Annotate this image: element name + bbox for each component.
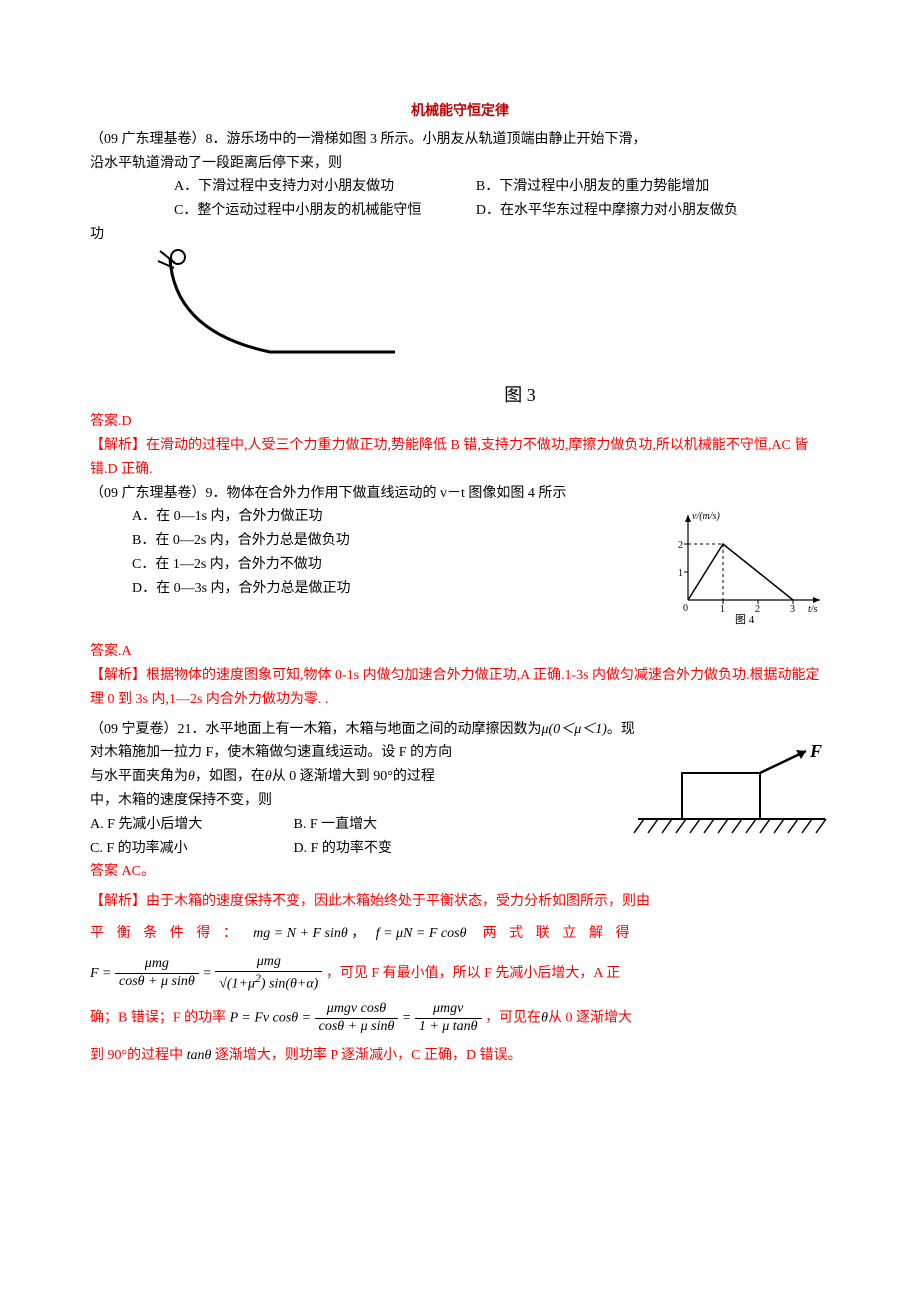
q3-figure: F <box>630 741 830 860</box>
q3-ana-p5c: 逐渐增大，则功率 P 逐渐减小，C 正确，D 错误。 <box>215 1048 522 1063</box>
q3-eqP-frac1: μmgv cosθ cosθ + μ sinθ <box>315 1001 399 1036</box>
q1-source: （09 广东理基卷） <box>90 132 206 147</box>
q3-eqP-lhs: P = Fv cosθ = <box>230 1010 312 1025</box>
q3-eqP-den1: cosθ + μ sinθ <box>315 1019 399 1036</box>
q3-theta3: θ <box>541 1010 548 1025</box>
q3-eq-P-line: 确；B 错误；F 的功率 P = Fv cosθ = μmgv cosθ cos… <box>90 1001 830 1036</box>
q1-analysis-label: 【解析】 <box>90 438 146 453</box>
q1-analysis: 【解析】在滑动的过程中,人受三个力重力做正功,势能降低 B 错,支持力不做功,摩… <box>90 434 830 482</box>
q2-analysis-label: 【解析】 <box>90 668 146 683</box>
svg-text:0: 0 <box>683 603 688 614</box>
q3-stem-l3a: 与水平面夹角为 <box>90 769 188 784</box>
q2-body: 0 1 2 3 t/s 1 2 v/(m/s) 图 4 A．在 0—1s 内，合… <box>90 505 830 634</box>
q3-theta1: θ <box>188 769 195 784</box>
q3-ana-p4a: 确；B 错误；F 的功率 <box>90 1010 226 1025</box>
q2-stem: （09 广东理基卷）9．物体在合外力作用下做直线运动的 v－t 图像如图 4 所… <box>90 482 830 506</box>
vt-chart: 0 1 2 3 t/s 1 2 v/(m/s) 图 4 <box>660 505 830 625</box>
q3-eqP-num1: μmgv cosθ <box>315 1001 399 1019</box>
q1-optA: A．下滑过程中支持力对小朋友做功 <box>132 175 472 199</box>
q3-answer: 答案 AC。 <box>90 860 830 884</box>
q2-source: （09 广东理基卷） <box>90 486 206 501</box>
q3-theta2: θ <box>265 769 272 784</box>
q1-figure: 图 3 <box>150 247 830 410</box>
q3-stem-l3b: ，如图，在 <box>195 769 265 784</box>
box-force-diagram: F <box>630 741 830 851</box>
svg-text:3: 3 <box>790 604 795 615</box>
svg-text:v/(m/s): v/(m/s) <box>692 511 720 522</box>
q3-eqP-mid: = <box>402 1010 411 1025</box>
q1-optD: D．在水平华东过程中摩擦力对小朋友做负 <box>476 203 738 218</box>
q3-ana-p4b: ，可见在 <box>485 1010 541 1025</box>
q1-options-row2: C．整个运动过程中小朋友的机械能守恒 D．在水平华东过程中摩擦力对小朋友做负 <box>90 199 830 223</box>
q2-figure: 0 1 2 3 t/s 1 2 v/(m/s) 图 4 <box>660 505 830 634</box>
q3-source: （09 宁夏卷） <box>90 722 178 737</box>
svg-text:2: 2 <box>678 540 683 551</box>
q1-stem-text1: 游乐场中的一滑梯如图 3 所示。小朋友从轨道顶端由静止开始下滑， <box>227 132 647 147</box>
q3-optA: A. F 先减小后增大 <box>90 813 290 837</box>
q3-body: F 对木箱施加一拉力 F，使木箱做匀速直线运动。设 F 的方向 与水平面夹角为θ… <box>90 741 830 860</box>
q1-fig-caption: 图 3 <box>210 380 830 411</box>
q3-eqF-num1: μmg <box>115 956 199 974</box>
q3-eqF-den2: √(1+μ2) sin(θ+α) <box>215 972 322 993</box>
q1-stem-line2: 沿水平轨道滑动了一段距离后停下来，则 <box>90 152 830 176</box>
q3-number: 21． <box>178 722 206 737</box>
svg-text:1: 1 <box>678 568 683 579</box>
q1-optB: B．下滑过程中小朋友的重力势能增加 <box>476 179 709 194</box>
q3-ana-p5: 到 90°的过程中 tanθ 逐渐增大，则功率 P 逐渐减小，C 正确，D 错误… <box>90 1044 830 1068</box>
q3-eqF-frac1: μmg cosθ + μ sinθ <box>115 956 199 991</box>
q2-stem-text: 物体在合外力作用下做直线运动的 v－t 图像如图 4 所示 <box>227 486 567 501</box>
q2-number: 9． <box>206 486 227 501</box>
q3-ana-p4c: 从 0 逐渐增大 <box>548 1010 632 1025</box>
q3-ana-p2b: 两式联立解得 <box>483 926 643 941</box>
q1-answer: 答案.D <box>90 410 830 434</box>
svg-text:F: F <box>809 741 822 761</box>
svg-text:1: 1 <box>720 604 725 615</box>
q1-options-row1: A．下滑过程中支持力对小朋友做功 B．下滑过程中小朋友的重力势能增加 <box>90 175 830 199</box>
q3-stem-b: 。现 <box>607 722 635 737</box>
q3-tan-theta: tanθ <box>187 1048 212 1063</box>
q1-optC: C．整个运动过程中小朋友的机械能守恒 <box>132 199 472 223</box>
q3-eq1b: f = μN = F cosθ <box>376 926 467 941</box>
q3-eqF-num2: μmg <box>215 954 322 972</box>
q3-optB: B. F 一直增大 <box>294 817 378 832</box>
q1-number: 8． <box>206 132 227 147</box>
q2-answer: 答案.A <box>90 640 830 664</box>
q3-mu-range: μ(0＜μ＜1) <box>542 722 607 737</box>
q3-optD: D. F 的功率不变 <box>294 841 392 856</box>
q3-stem-a: 水平地面上有一木箱，木箱与地面之间的动摩擦因数为 <box>206 722 542 737</box>
q3-eq-F-line: F = μmg cosθ + μ sinθ = μmg √(1+μ2) sin(… <box>90 954 830 993</box>
q3-ana-p2: 平衡条件得： mg = N + F sinθ ， f = μN = F cosθ… <box>90 922 830 946</box>
q3-ana-p5a: 到 90°的过程中 <box>90 1048 183 1063</box>
q1-optD-tail: 功 <box>90 223 830 247</box>
q1-stem-line1: （09 广东理基卷）8．游乐场中的一滑梯如图 3 所示。小朋友从轨道顶端由静止开… <box>90 128 830 152</box>
q3-eqF-frac2: μmg √(1+μ2) sin(θ+α) <box>215 954 322 993</box>
q3-ana-label: 【解析】 <box>90 894 146 909</box>
q3-eqP-den2: 1 + μ tanθ <box>415 1019 482 1036</box>
page-title: 机械能守恒定律 <box>90 100 830 124</box>
svg-text:图 4: 图 4 <box>735 613 755 625</box>
q3-ana-p3: ，可见 F 有最小值，所以 F 先减小后增大，A 正 <box>326 966 620 981</box>
q3-stem-l3c: 从 0 逐渐增大到 90°的过程 <box>272 769 435 784</box>
q2-analysis-text: 根据物体的速度图象可知,物体 0-1s 内做匀加速合外力做正功,A 正确.1-3… <box>90 668 820 707</box>
q3-eqP-frac2: μmgv 1 + μ tanθ <box>415 1001 482 1036</box>
q3-ana-p1-text: 由于木箱的速度保持不变，因此木箱始终处于平衡状态，受力分析如图所示，则由 <box>146 894 650 909</box>
q3-eq1a: mg = N + F sinθ <box>253 926 348 941</box>
q3-stem-l1: （09 宁夏卷）21．水平地面上有一木箱，木箱与地面之间的动摩擦因数为μ(0＜μ… <box>90 718 830 742</box>
q3-eqF-lhs: F = <box>90 966 112 981</box>
q3-optC: C. F 的功率减小 <box>90 837 290 861</box>
svg-text:2: 2 <box>755 604 760 615</box>
q3-ana-p2a: 平衡条件得： <box>90 926 250 941</box>
q2-analysis: 【解析】根据物体的速度图象可知,物体 0-1s 内做匀加速合外力做正功,A 正确… <box>90 664 830 712</box>
q3-eqP-num2: μmgv <box>415 1001 482 1019</box>
q3-ana-p1: 【解析】由于木箱的速度保持不变，因此木箱始终处于平衡状态，受力分析如图所示，则由 <box>90 890 830 914</box>
q1-analysis-text: 在滑动的过程中,人受三个力重力做正功,势能降低 B 错,支持力不做功,摩擦力做负… <box>90 438 808 477</box>
slide-diagram <box>150 247 410 377</box>
q3-eqF-den1: cosθ + μ sinθ <box>115 974 199 991</box>
svg-text:t/s: t/s <box>808 604 818 615</box>
